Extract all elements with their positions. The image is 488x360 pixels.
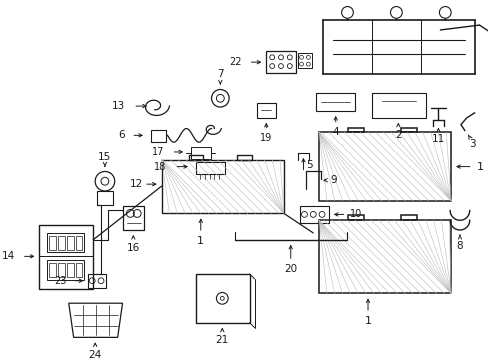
- Bar: [88, 274, 106, 288]
- Text: 19: 19: [260, 133, 272, 143]
- Bar: [347, 127, 363, 132]
- Bar: [400, 127, 416, 132]
- Text: 6: 6: [118, 130, 124, 140]
- Bar: [256, 103, 276, 118]
- Bar: [319, 220, 450, 293]
- Text: 16: 16: [126, 243, 140, 253]
- Text: 17: 17: [152, 147, 164, 157]
- Bar: [40, 225, 93, 289]
- Bar: [97, 191, 113, 204]
- Text: 10: 10: [350, 210, 362, 219]
- Bar: [49, 236, 56, 249]
- Bar: [76, 236, 82, 249]
- Bar: [196, 274, 249, 323]
- Bar: [162, 160, 284, 213]
- Text: 20: 20: [284, 264, 297, 274]
- Bar: [191, 147, 210, 159]
- Bar: [76, 263, 82, 277]
- Text: 11: 11: [431, 134, 444, 144]
- Bar: [400, 215, 416, 220]
- Text: 3: 3: [468, 139, 475, 149]
- Bar: [67, 263, 74, 277]
- Bar: [347, 215, 363, 220]
- Text: 12: 12: [129, 179, 142, 189]
- Text: 18: 18: [154, 162, 166, 172]
- Bar: [49, 263, 56, 277]
- Text: 5: 5: [305, 159, 312, 170]
- Bar: [196, 162, 225, 174]
- Bar: [151, 130, 165, 142]
- Text: 23: 23: [54, 276, 67, 286]
- Text: 13: 13: [112, 101, 125, 111]
- Bar: [237, 155, 252, 160]
- Text: 9: 9: [330, 175, 336, 185]
- Bar: [299, 206, 328, 223]
- Bar: [58, 236, 65, 249]
- Bar: [122, 206, 144, 230]
- Text: 22: 22: [229, 57, 242, 67]
- Text: 8: 8: [456, 240, 462, 251]
- Text: 24: 24: [88, 350, 102, 360]
- Text: 1: 1: [476, 162, 483, 172]
- Text: 2: 2: [394, 130, 401, 140]
- Bar: [297, 53, 312, 68]
- Text: 1: 1: [364, 316, 371, 326]
- Text: 7: 7: [217, 69, 223, 79]
- Bar: [47, 233, 84, 252]
- Bar: [319, 132, 450, 201]
- Text: 15: 15: [98, 152, 111, 162]
- Bar: [371, 93, 425, 118]
- Text: 14: 14: [1, 251, 15, 261]
- Bar: [58, 263, 65, 277]
- Bar: [266, 51, 295, 73]
- Text: 4: 4: [332, 127, 338, 138]
- Bar: [67, 236, 74, 249]
- Text: 21: 21: [215, 335, 228, 345]
- Text: 1: 1: [197, 236, 204, 246]
- Bar: [188, 155, 203, 160]
- Bar: [316, 93, 355, 111]
- Bar: [47, 260, 84, 280]
